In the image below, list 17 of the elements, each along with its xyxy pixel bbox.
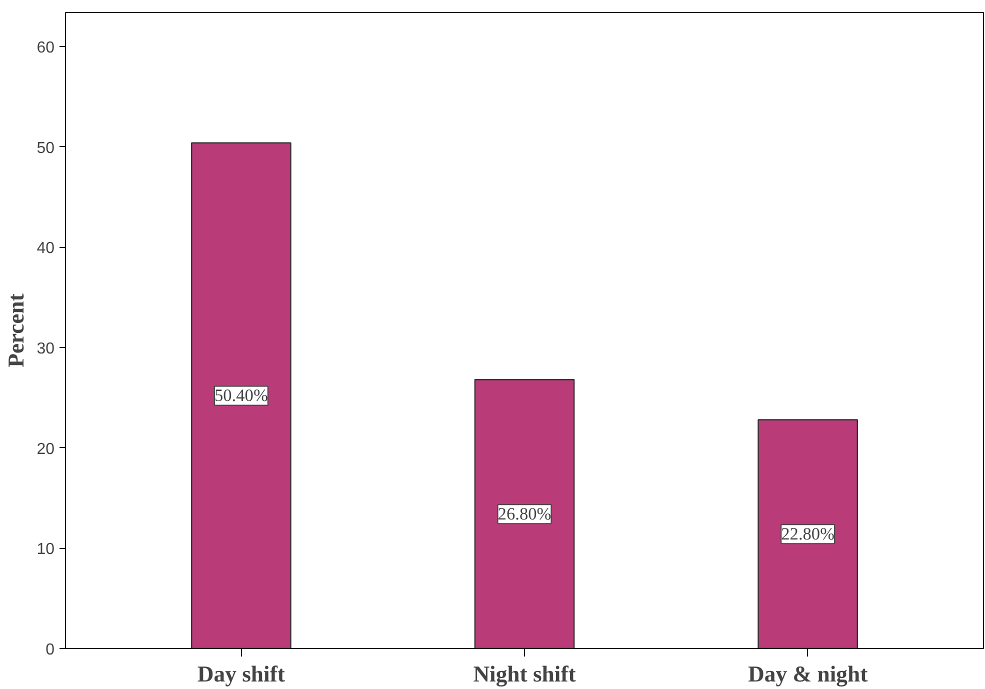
- bar: [190, 142, 292, 648]
- y-axis-title: Percent: [4, 293, 29, 368]
- y-tick-label: 10: [36, 541, 55, 558]
- x-tick-label: Day shift: [197, 662, 286, 686]
- data-label: 22.80%: [781, 524, 835, 544]
- bar: [474, 379, 575, 648]
- data-label: 26.80%: [498, 504, 552, 524]
- y-tick-label: 40: [36, 240, 55, 258]
- y-tick-label: 30: [36, 340, 55, 358]
- y-tick-label: 0: [46, 642, 55, 658]
- y-tick-label: 60: [36, 40, 55, 57]
- data-label: 50.40%: [214, 386, 268, 406]
- bar: [758, 419, 858, 648]
- y-tick-label: 50: [36, 140, 55, 157]
- x-tick-label: Day & night: [748, 662, 868, 686]
- x-tick-label: Night shift: [473, 662, 576, 686]
- y-tick-label: 20: [36, 440, 55, 458]
